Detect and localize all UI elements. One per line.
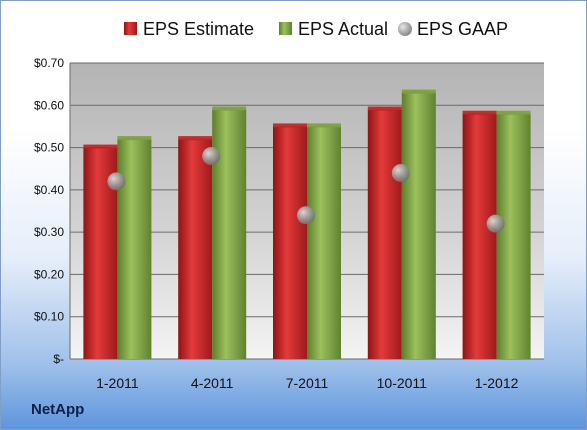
y-tick-label: $0.40 bbox=[34, 183, 64, 197]
y-tick-label: $0.50 bbox=[34, 141, 64, 155]
y-tick-label: $- bbox=[53, 352, 64, 366]
y-tick-label: $0.70 bbox=[34, 56, 64, 70]
gaap-marker bbox=[297, 206, 315, 225]
y-tick-label: $0.30 bbox=[34, 225, 64, 239]
estimate-bar-cap bbox=[273, 123, 307, 128]
estimate-bar-cap bbox=[462, 110, 497, 115]
actual-bar bbox=[212, 109, 247, 359]
legend-label-actual: EPS Actual bbox=[298, 19, 388, 39]
legend-swatch-actual bbox=[279, 22, 292, 35]
estimate-bar-cap bbox=[83, 144, 118, 149]
legend-swatch-estimate bbox=[124, 22, 137, 35]
legend-label-estimate: EPS Estimate bbox=[143, 19, 254, 39]
y-tick-label: $0.10 bbox=[34, 310, 64, 324]
actual-bar-cap bbox=[401, 89, 436, 94]
actual-bar bbox=[117, 139, 152, 359]
x-category-label: 7-2011 bbox=[286, 375, 329, 391]
estimate-bar bbox=[462, 113, 497, 359]
estimate-bar bbox=[273, 126, 307, 359]
actual-bar bbox=[307, 126, 341, 359]
actual-bar bbox=[496, 113, 531, 359]
actual-bar-cap bbox=[307, 123, 341, 128]
legend-swatch-gaap bbox=[398, 22, 412, 36]
actual-bar bbox=[401, 92, 436, 359]
bars bbox=[83, 89, 531, 359]
gaap-marker bbox=[486, 214, 505, 233]
x-category-label: 1-2012 bbox=[475, 375, 519, 391]
gaap-marker bbox=[391, 163, 410, 182]
estimate-bar bbox=[367, 109, 402, 359]
gaap-marker bbox=[202, 147, 221, 166]
estimate-bar-cap bbox=[367, 106, 402, 111]
actual-bar-cap bbox=[117, 136, 152, 141]
y-axis-tick-labels: $- $0.10 $0.20 $0.30 $0.40 $0.50 $0.60 $0.70 bbox=[34, 56, 64, 366]
x-category-label: 4-2011 bbox=[191, 375, 234, 391]
actual-bar-cap bbox=[212, 106, 247, 111]
estimate-bar bbox=[178, 139, 213, 359]
x-category-label: 1-2011 bbox=[96, 375, 139, 391]
legend-label-gaap: EPS GAAP bbox=[417, 19, 508, 39]
brand-label: NetApp bbox=[31, 401, 85, 418]
estimate-bar-cap bbox=[178, 136, 213, 141]
x-category-label: 10-2011 bbox=[377, 375, 428, 391]
x-axis-category-labels: 1-2011 4-2011 7-2011 10-2011 1-2012 bbox=[96, 375, 518, 391]
gaap-markers bbox=[107, 147, 505, 233]
gaap-marker bbox=[107, 172, 126, 191]
y-tick-label: $0.60 bbox=[34, 98, 64, 112]
y-tick-label: $0.20 bbox=[34, 267, 64, 281]
legend: EPS Estimate EPS Actual EPS GAAP bbox=[124, 19, 508, 39]
actual-bar-cap bbox=[496, 110, 531, 115]
